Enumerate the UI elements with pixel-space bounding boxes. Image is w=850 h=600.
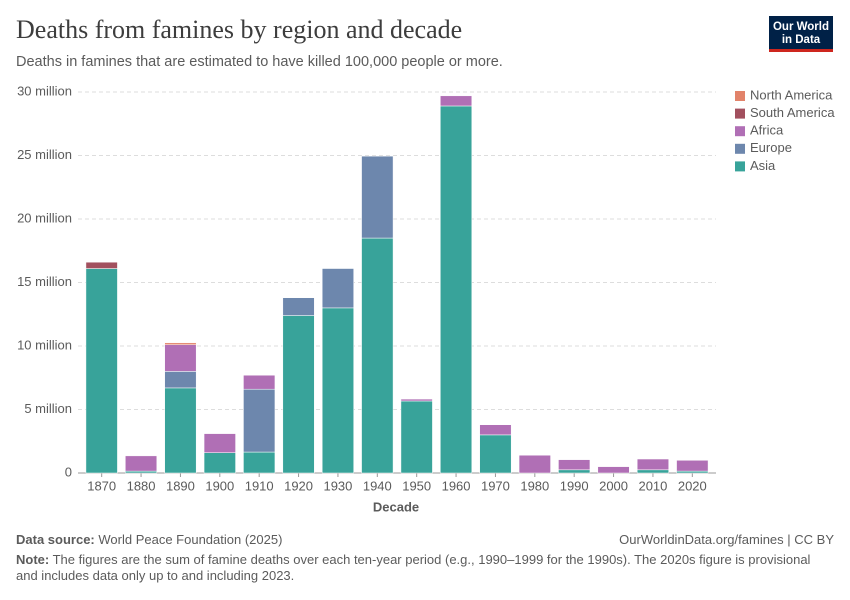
x-tick-label: 2020: [678, 478, 707, 493]
bar-segment: [85, 261, 118, 269]
bar-segment: [558, 469, 591, 474]
legend-swatch: [735, 108, 745, 119]
x-tick-label: 1930: [323, 478, 352, 493]
x-tick-label: 1880: [127, 478, 156, 493]
x-tick-label: 1890: [166, 478, 195, 493]
bar-segment: [125, 455, 158, 472]
y-tick-label: 30 million: [17, 83, 72, 98]
bar-segment: [321, 268, 354, 309]
logo-text: in Data: [782, 34, 821, 46]
x-tick-label: 1980: [520, 478, 549, 493]
y-tick-label: 15 million: [17, 274, 72, 289]
x-tick-label: 1970: [481, 478, 510, 493]
legend-swatch: [735, 126, 745, 137]
bar-segment: [636, 458, 669, 471]
bar-segment: [85, 268, 118, 474]
bar-segment: [203, 452, 236, 474]
source-label: Data source:: [16, 532, 95, 547]
y-tick-label: 25 million: [17, 147, 72, 162]
bar-segment: [164, 344, 197, 372]
logo-text: Our World: [773, 21, 829, 33]
bar-segment: [597, 466, 630, 474]
bar-segment: [518, 454, 551, 474]
x-tick-label: 2010: [638, 478, 667, 493]
source: World Peace Foundation (2025): [98, 532, 283, 547]
chart-subtitle: Deaths in famines that are estimated to …: [16, 54, 503, 70]
y-tick-label: 0: [65, 464, 72, 479]
x-tick-label: 1870: [87, 478, 116, 493]
legend-label: Europe: [750, 140, 792, 155]
bar-segment: [243, 388, 276, 453]
bar-segment: [440, 105, 473, 474]
bar-segment: [282, 315, 315, 474]
x-tick-label: 2000: [599, 478, 628, 493]
y-tick-label: 5 million: [24, 401, 72, 416]
legend-label: North America: [750, 87, 833, 102]
x-tick-label: 1940: [363, 478, 392, 493]
x-tick-label: 1910: [245, 478, 274, 493]
bar-segment: [479, 434, 512, 474]
source-line: Data source: World Peace Foundation (202…: [16, 532, 834, 547]
logo-stripe: [769, 49, 833, 52]
bar-segment: [361, 237, 394, 474]
bar-segment: [203, 433, 236, 453]
note-label: Note:: [16, 552, 50, 567]
note: Note: The figures are the sum of famine …: [16, 552, 831, 584]
x-axis-label: Decade: [373, 499, 419, 514]
bar-segment: [164, 387, 197, 474]
bar-segment: [479, 424, 512, 436]
note-text: The figures are the sum of famine deaths…: [16, 552, 811, 583]
bar-segment: [321, 307, 354, 474]
bar-segment: [164, 342, 197, 345]
link[interactable]: OurWorldinData.org/famines | CC BY: [619, 532, 834, 547]
legend-swatch: [735, 91, 745, 101]
legend-label: South America: [750, 105, 835, 120]
bar-segment: [361, 155, 394, 239]
bar-segment: [243, 451, 276, 474]
y-tick-label: 10 million: [17, 337, 72, 352]
legend-swatch: [735, 161, 745, 172]
x-tick-label: 1960: [442, 478, 471, 493]
legend-label: Africa: [750, 123, 784, 138]
bar-segment: [676, 470, 709, 474]
bar-segment: [400, 400, 433, 474]
bar-segment: [400, 398, 433, 402]
bar-segment: [125, 470, 158, 474]
chart-title: Deaths from famines by region and decade: [16, 15, 462, 44]
bar-segment: [676, 460, 709, 472]
bar-segment: [558, 459, 591, 471]
y-tick-label: 20 million: [17, 210, 72, 225]
legend-label: Asia: [750, 158, 776, 173]
x-tick-label: 1920: [284, 478, 313, 493]
bar-segment: [282, 297, 315, 316]
x-tick-label: 1950: [402, 478, 431, 493]
bar-segment: [636, 469, 669, 474]
x-tick-label: 1990: [560, 478, 589, 493]
legend-swatch: [735, 143, 745, 154]
x-tick-label: 1900: [205, 478, 234, 493]
bar-segment: [243, 374, 276, 390]
bar-segment: [440, 95, 473, 107]
bar-segment: [164, 371, 197, 389]
logo-box: [769, 16, 833, 52]
